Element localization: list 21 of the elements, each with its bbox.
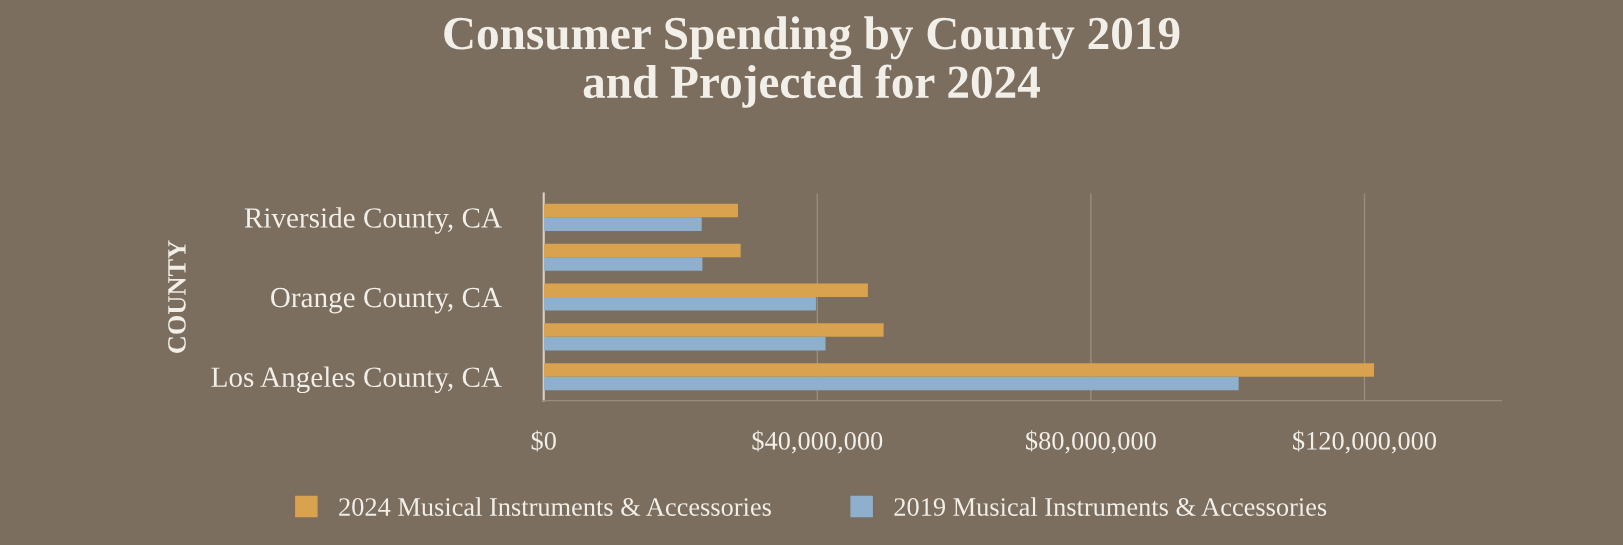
legend-label: 2024 Musical Instruments & Accessories [339, 497, 771, 516]
bar [543, 376, 1239, 391]
bar [543, 297, 816, 311]
bar [543, 323, 884, 337]
bar [543, 283, 868, 298]
bar [543, 217, 702, 231]
y-tick-label: Riverside County, CA [244, 207, 502, 234]
bar [543, 243, 741, 258]
chart-title: Consumer Spending by County 2019 and Projected for 2024 [444, 16, 1180, 108]
bar [543, 257, 703, 271]
y-axis-title: COUNTY [168, 240, 186, 353]
bar [543, 363, 1375, 377]
legend-label: 2019 Musical Instruments & Accessories [894, 497, 1327, 516]
bar [543, 203, 738, 218]
x-tick-label: $0 [531, 430, 556, 452]
x-tick-label: $120,000,000 [1293, 430, 1437, 454]
x-tick-label: $80,000,000 [1026, 430, 1156, 454]
x-tick-label: $40,000,000 [752, 430, 883, 454]
y-tick-label: Los Angeles County, CA [211, 366, 502, 394]
y-tick-label: Orange County, CA [271, 287, 502, 314]
bar [543, 336, 826, 351]
